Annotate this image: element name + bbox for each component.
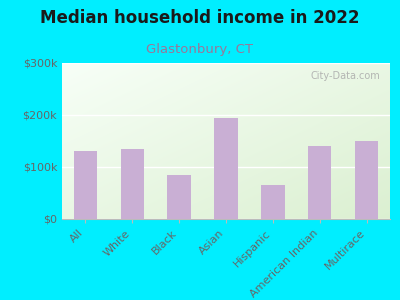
Bar bbox=[261, 185, 284, 219]
Bar bbox=[168, 175, 191, 219]
Bar bbox=[308, 146, 332, 219]
Bar bbox=[214, 118, 238, 219]
Text: Median household income in 2022: Median household income in 2022 bbox=[40, 9, 360, 27]
Bar bbox=[74, 152, 97, 219]
Text: Glastonbury, CT: Glastonbury, CT bbox=[146, 44, 254, 56]
Text: City-Data.com: City-Data.com bbox=[310, 71, 380, 81]
Bar bbox=[120, 149, 144, 219]
Bar bbox=[355, 141, 378, 219]
